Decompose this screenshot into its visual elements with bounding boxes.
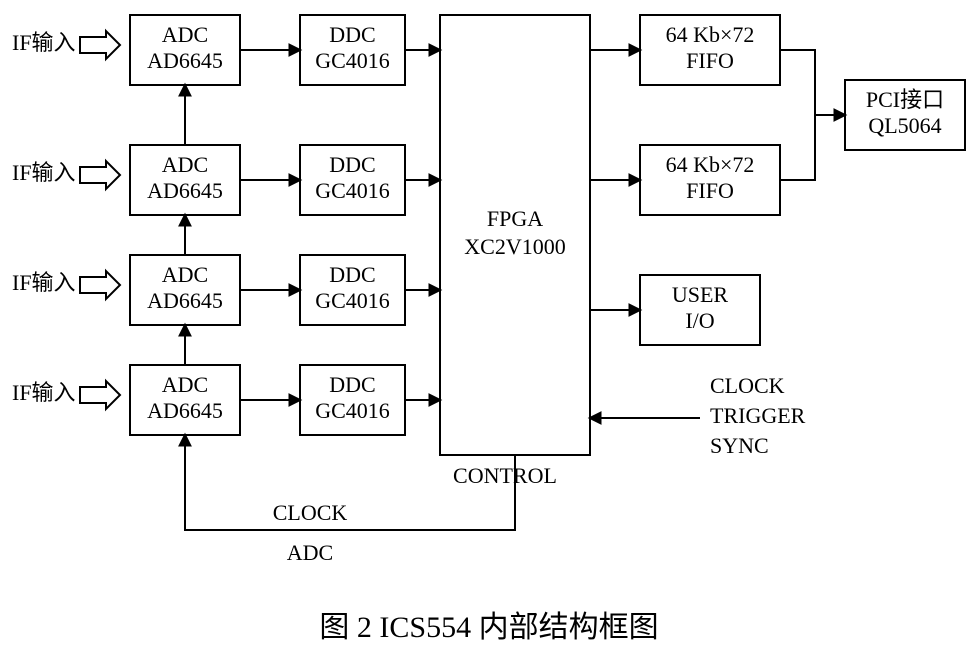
if-input-arrow-0 <box>80 31 120 59</box>
fifo-line1-1: 64 Kb×72 <box>666 152 755 177</box>
adc-line2-2: AD6645 <box>147 288 223 313</box>
if-input-label-1: IF输入 <box>12 160 76 185</box>
fifo-line2-1: FIFO <box>686 178 734 203</box>
pci-line2: QL5064 <box>868 113 941 138</box>
ddc-line1-0: DDC <box>329 22 375 47</box>
fifo-line2-0: FIFO <box>686 48 734 73</box>
label-clock: CLOCK <box>273 500 348 525</box>
if-input-arrow-1 <box>80 161 120 189</box>
fpga-line1: FPGA <box>487 206 543 231</box>
ddc-line2-3: GC4016 <box>315 398 390 423</box>
adc-line1-2: ADC <box>162 262 208 287</box>
if-input-arrow-2 <box>80 271 120 299</box>
if-input-label-2: IF输入 <box>12 270 76 295</box>
cts-line-0: CLOCK <box>710 373 785 398</box>
fifo1-merge <box>780 115 815 180</box>
adc-line2-1: AD6645 <box>147 178 223 203</box>
ddc-line2-0: GC4016 <box>315 48 390 73</box>
fpga-line2: XC2V1000 <box>464 234 565 259</box>
ddc-line1-2: DDC <box>329 262 375 287</box>
label-control: CONTROL <box>453 463 557 488</box>
ddc-line2-2: GC4016 <box>315 288 390 313</box>
userio-line2: I/O <box>685 308 714 333</box>
adc-line1-0: ADC <box>162 22 208 47</box>
adc-line1-1: ADC <box>162 152 208 177</box>
cts-line-1: TRIGGER <box>710 403 806 428</box>
ddc-line1-1: DDC <box>329 152 375 177</box>
cts-line-2: SYNC <box>710 433 769 458</box>
ddc-line2-1: GC4016 <box>315 178 390 203</box>
if-input-label-3: IF输入 <box>12 380 76 405</box>
if-input-label-0: IF输入 <box>12 30 76 55</box>
adc-line2-3: AD6645 <box>147 398 223 423</box>
userio-line1: USER <box>672 282 729 307</box>
ddc-line1-3: DDC <box>329 372 375 397</box>
adc-line1-3: ADC <box>162 372 208 397</box>
figure-caption: 图 2 ICS554 内部结构框图 <box>319 611 658 644</box>
if-input-arrow-3 <box>80 381 120 409</box>
label-adc: ADC <box>287 540 333 565</box>
fifo-line1-0: 64 Kb×72 <box>666 22 755 47</box>
adc-line2-0: AD6645 <box>147 48 223 73</box>
pci-line1: PCI接口 <box>866 87 944 112</box>
fifo0-merge <box>780 50 815 115</box>
